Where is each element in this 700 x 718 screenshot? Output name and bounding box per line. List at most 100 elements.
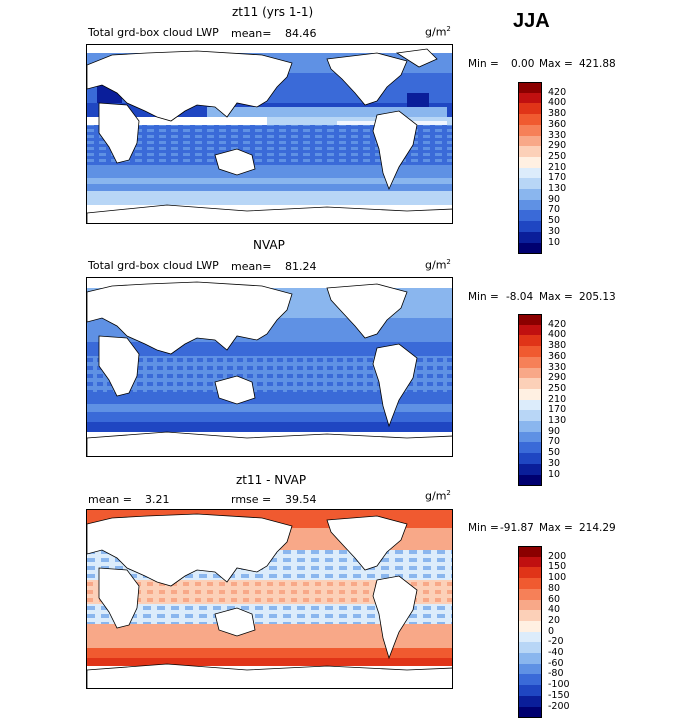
colorbar-label: 50: [548, 215, 561, 227]
panel-3-max-value: 214.29: [579, 522, 616, 534]
panel-2-map: [86, 277, 453, 457]
panel-3-rmse-value: 39.54: [285, 493, 317, 506]
colorbar-label: 380: [548, 108, 567, 120]
colorbar-swatch: [518, 156, 542, 169]
colorbar-swatch: [518, 124, 542, 136]
colorbar-swatch: [518, 388, 542, 401]
colorbar-swatch: [518, 556, 542, 568]
colorbar-swatch: [518, 674, 542, 686]
panel-3-map: [86, 509, 453, 689]
panel-3-mean-label: mean =: [88, 493, 132, 506]
colorbar-swatch: [518, 114, 542, 126]
colorbar-label: 150: [548, 561, 567, 573]
panel-3-max-label: Max =: [539, 522, 573, 534]
colorbar-label: 40: [548, 604, 561, 616]
panel-1-map: [86, 44, 453, 224]
colorbar-label: 360: [548, 350, 567, 362]
colorbar-label: -40: [548, 647, 564, 658]
panel-1-colorbar: 420 400 380 360 330 290 250 210 170 130 90 70 50 30 10: [518, 82, 566, 254]
colorbar-swatch: [518, 146, 542, 158]
colorbar-label: 10: [548, 236, 561, 248]
colorbar-swatch: [518, 178, 542, 190]
panel-2-max-label: Max =: [539, 291, 573, 303]
colorbar-label: 100: [548, 572, 567, 584]
colorbar-label: 130: [548, 183, 567, 194]
panel-1-max-label: Max =: [539, 58, 573, 70]
panel-1-min-label: Min =: [468, 58, 499, 70]
colorbar-swatch: [518, 599, 542, 611]
colorbar-label: -80: [548, 668, 564, 680]
panel-2-min-label: Min =: [468, 291, 499, 303]
colorbar-label: 250: [548, 382, 567, 394]
colorbar-swatch: [518, 314, 542, 326]
panel-1-mean-value: 84.46: [285, 27, 317, 40]
colorbar-swatch: [518, 82, 542, 94]
colorbar-label: 130: [548, 415, 567, 426]
colorbar-swatch: [518, 578, 542, 590]
colorbar-swatch: [518, 546, 542, 558]
colorbar-swatch: [518, 620, 542, 633]
panel-1-max-value: 421.88: [579, 58, 616, 70]
colorbar-label: 30: [548, 225, 561, 237]
colorbar-swatch: [518, 221, 542, 233]
panel-2-mean-label: mean=: [231, 260, 272, 273]
colorbar-swatch: [518, 189, 542, 201]
colorbar-swatch: [518, 356, 542, 368]
colorbar-swatch: [518, 421, 542, 433]
colorbar-label: 80: [548, 582, 561, 594]
colorbar-label: 170: [548, 172, 567, 184]
colorbar-swatch: [518, 378, 542, 390]
colorbar-label: -100: [548, 679, 570, 691]
colorbar-label: 330: [548, 361, 567, 373]
colorbar-swatch: [518, 410, 542, 422]
colorbar-label: 210: [548, 161, 567, 173]
colorbar-swatch: [518, 399, 542, 411]
colorbar-label: 70: [548, 204, 561, 216]
colorbar-label: 20: [548, 614, 561, 626]
panel-2-title: NVAP: [253, 238, 285, 252]
panel-1-units: g/m2: [425, 25, 451, 39]
colorbar-swatch: [518, 653, 542, 665]
colorbar-swatch: [518, 695, 542, 707]
panel-1-title: zt11 (yrs 1-1): [232, 5, 314, 19]
colorbar-swatch: [518, 442, 542, 454]
panel-3-colorbar: 200 150 100 80 60 40 20 0 -20 -40 -60 -80 -100 -150 -2…: [518, 546, 570, 718]
colorbar-swatch: [518, 610, 542, 622]
panel-3-title: zt11 - NVAP: [236, 473, 307, 487]
panel-2-min-value: -8.04: [506, 291, 534, 303]
colorbar-label: -60: [548, 657, 564, 669]
panel-3-rmse-label: rmse =: [231, 493, 272, 506]
colorbar-label: 400: [548, 329, 567, 341]
colorbar-swatch: [518, 92, 542, 104]
colorbar-swatch: [518, 103, 542, 115]
panel-1-field-label: Total grd-box cloud LWP: [88, 26, 219, 39]
colorbar-label: 420: [548, 318, 567, 330]
colorbar-swatch: [518, 685, 542, 697]
panel-2-mean-value: 81.24: [285, 260, 317, 273]
colorbar-swatch: [518, 242, 542, 254]
panel-1-mean-label: mean=: [231, 27, 272, 40]
colorbar-label: 50: [548, 447, 561, 459]
colorbar-swatch: [518, 335, 542, 347]
colorbar-label: 360: [548, 118, 567, 130]
colorbar-label: 330: [548, 129, 567, 141]
colorbar-label: -150: [548, 689, 570, 701]
colorbar-label: -20: [548, 636, 564, 648]
colorbar-swatch: [518, 367, 542, 379]
panel-2-max-value: 205.13: [579, 291, 616, 303]
colorbar-swatch: [518, 706, 542, 718]
panel-3-min-label: Min =: [468, 522, 499, 534]
colorbar-swatch: [518, 210, 542, 222]
colorbar-label: 90: [548, 425, 561, 437]
colorbar-swatch: [518, 474, 542, 486]
colorbar-label: 200: [548, 550, 567, 562]
colorbar-label: 290: [548, 140, 567, 152]
colorbar-swatch: [518, 663, 542, 675]
colorbar-label: 380: [548, 340, 567, 352]
colorbar-swatch: [518, 199, 542, 211]
panel-3-units: g/m2: [425, 489, 451, 503]
colorbar-label: 10: [548, 468, 561, 480]
colorbar-swatch: [518, 567, 542, 579]
colorbar-swatch: [518, 324, 542, 336]
panel-3-min-value: -91.87: [500, 522, 534, 534]
